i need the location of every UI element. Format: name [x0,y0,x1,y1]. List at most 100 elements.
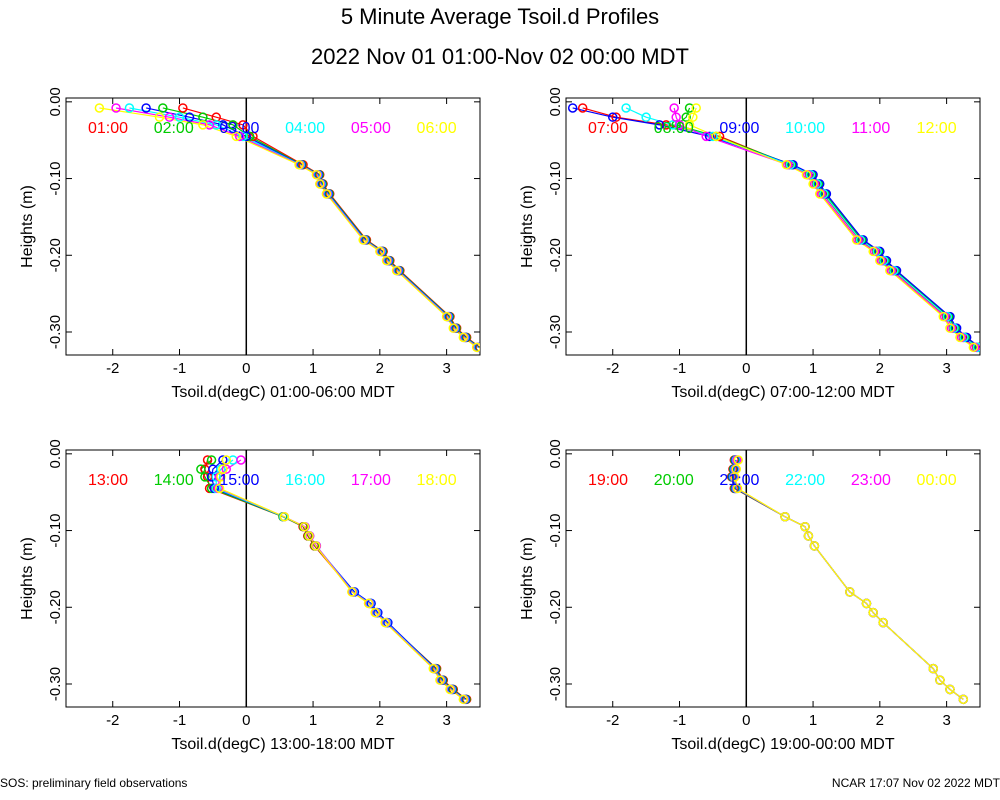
legend-label: 12:00 [917,120,957,137]
data-point [321,189,332,199]
x-tick-label: 2 [376,712,384,729]
data-point [206,455,217,465]
data-point [218,120,228,130]
data-point [788,159,798,170]
legend-label: 22:00 [785,472,825,489]
data-point [221,455,232,465]
data-point [889,265,899,276]
data-point [875,246,885,257]
data-point [661,120,671,130]
footer-timestamp: NCAR 17:07 Nov 02 2022 MDT [831,776,1000,790]
data-point [158,103,168,113]
data-point [654,120,665,130]
data-point [733,455,744,465]
data-point [955,332,965,343]
data-point [448,323,459,333]
series-line-0800 [674,107,980,348]
data-point [674,120,685,130]
data-point [855,235,866,245]
legend-label: 06:00 [417,120,457,137]
data-point [701,131,711,142]
data-point [875,255,885,266]
data-point [299,521,310,532]
x-tick-label: -1 [673,360,686,377]
y-tick-label: -0.30 [547,315,564,349]
legend-label: 08:00 [654,120,694,137]
plot-frame [65,449,481,708]
data-point [858,235,868,245]
data-point [885,265,895,276]
series-line-1000 [625,107,978,348]
x-tick-label: 0 [242,712,250,729]
legend-label: 15:00 [219,472,259,489]
plot-frame [565,449,981,708]
data-point [164,112,175,122]
data-point [688,112,698,122]
legend-label: 07:00 [588,120,628,137]
y-axis-label: Heights (m) [519,185,536,268]
y-axis-label: Heights (m) [19,537,36,620]
legend-label: 09:00 [719,120,759,137]
data-point [184,112,195,122]
x-tick-label: -2 [606,712,619,729]
data-point [310,541,321,551]
series-line-0700 [582,107,978,348]
data-point [671,112,681,122]
data-point [238,120,248,130]
legend-label: 17:00 [351,472,391,489]
data-point [347,587,357,597]
x-tick-label: -2 [106,712,119,729]
page-subtitle: 2022 Nov 01 01:00-Nov 02 00:00 MDT [311,44,689,69]
data-point [241,131,252,142]
x-tick-label: 3 [442,712,450,729]
data-point [445,684,455,695]
data-point [611,112,621,122]
y-tick-label: -0.20 [47,590,64,624]
series-line-0400 [129,107,479,348]
data-point [428,663,439,674]
data-point [370,607,380,618]
data-point [945,311,955,322]
legend-label: 14:00 [154,472,194,489]
data-point [211,472,221,482]
legend-label: 20:00 [654,472,694,489]
x-tick-label: 3 [942,712,950,729]
data-point [216,472,226,482]
series-line-1100 [673,107,976,348]
legend-label: 11:00 [851,120,890,137]
y-tick-label: 0.00 [547,439,564,468]
data-point [244,131,255,142]
series-line-1900 [730,459,964,700]
chart-panel-1: -2 -1 0 1 2 3 0.00 -0.10 -0.20 -0.30 Tsoil.d(degC)… [19,87,481,401]
y-tick-label: -0.10 [547,513,564,547]
x-tick-label: -1 [173,712,186,729]
series-group [726,455,969,705]
data-point [805,169,816,180]
y-tick-label: -0.10 [547,161,564,195]
y-tick-label: 0.00 [47,87,64,116]
data-point [881,255,892,266]
y-tick-label: -0.30 [47,667,64,701]
y-tick-label: -0.20 [547,238,564,272]
data-point [458,332,469,343]
legend-label: 05:00 [351,120,391,137]
data-point [935,675,945,685]
data-point [872,246,882,257]
data-point [314,179,325,189]
x-tick-label: 0 [742,360,750,377]
data-point [621,103,631,113]
x-axis-label: Tsoil.d(degC) 07:00-12:00 MDT [671,384,894,401]
data-point [311,169,322,180]
legend-label: 00:00 [917,472,957,489]
legend-label: 19:00 [588,472,628,489]
x-tick-label: 1 [309,712,317,729]
data-point [691,103,701,113]
data-point [785,159,796,170]
data-point [214,483,225,494]
series-line-2300 [733,459,964,700]
x-tick-label: -1 [173,360,186,377]
data-point [196,464,206,474]
y-tick-label: 0.00 [547,87,564,116]
series-line-0600 [99,107,478,348]
